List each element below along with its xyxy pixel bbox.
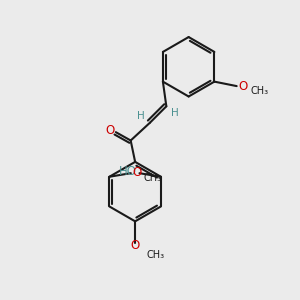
Text: H: H xyxy=(137,111,145,121)
Text: H: H xyxy=(171,108,178,118)
Text: O: O xyxy=(238,80,248,93)
Text: CH₃: CH₃ xyxy=(146,250,165,260)
Text: O: O xyxy=(132,166,142,179)
Text: HO: HO xyxy=(119,165,137,178)
Text: CH₃: CH₃ xyxy=(250,86,268,96)
Text: O: O xyxy=(106,124,115,137)
Text: O: O xyxy=(130,238,140,252)
Text: CH₃: CH₃ xyxy=(144,172,162,183)
